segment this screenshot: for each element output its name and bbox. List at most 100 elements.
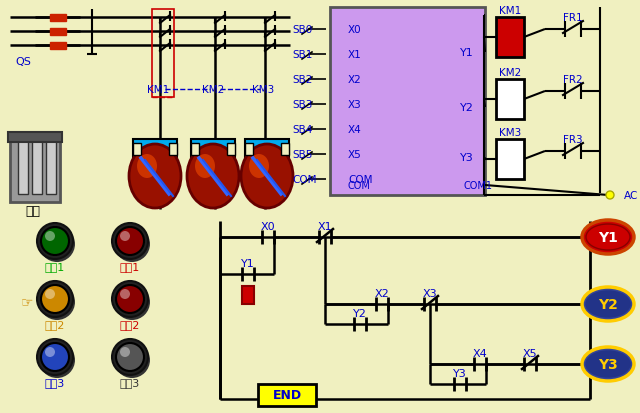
Text: 启动3: 启动3 [45, 377, 65, 387]
Text: X5: X5 [348, 150, 362, 159]
Text: SB2: SB2 [292, 75, 312, 85]
Ellipse shape [120, 231, 130, 242]
Ellipse shape [39, 342, 75, 378]
Ellipse shape [249, 154, 269, 178]
Text: 停止2: 停止2 [120, 319, 140, 329]
Text: X3: X3 [422, 288, 437, 298]
Bar [191, 140, 235, 159]
Text: Y3: Y3 [453, 368, 467, 378]
Text: KM2: KM2 [499, 68, 521, 78]
Ellipse shape [45, 231, 55, 242]
Bar [18, 140, 28, 195]
Ellipse shape [129, 145, 181, 209]
Ellipse shape [45, 347, 55, 357]
Ellipse shape [112, 223, 148, 259]
Text: X1: X1 [317, 221, 332, 231]
Text: X2: X2 [348, 75, 362, 85]
Ellipse shape [120, 289, 130, 299]
Text: Y1: Y1 [598, 230, 618, 244]
Bar [8, 133, 62, 142]
Bar [191, 144, 199, 156]
Bar [32, 140, 42, 195]
Bar [10, 135, 60, 202]
Ellipse shape [582, 347, 634, 381]
Bar [49, 28, 65, 36]
Ellipse shape [586, 351, 630, 377]
Text: KM3: KM3 [499, 128, 521, 138]
Text: KM3: KM3 [252, 85, 274, 95]
Ellipse shape [112, 339, 148, 375]
Text: FR3: FR3 [563, 135, 583, 145]
Text: X3: X3 [348, 100, 362, 110]
Ellipse shape [45, 289, 55, 299]
Text: X1: X1 [348, 50, 362, 60]
Text: SB0: SB0 [292, 25, 312, 35]
Text: SB1: SB1 [292, 50, 312, 60]
Ellipse shape [187, 145, 239, 209]
Text: Y3: Y3 [460, 153, 474, 163]
Ellipse shape [41, 228, 69, 255]
Ellipse shape [241, 145, 293, 209]
Ellipse shape [39, 226, 75, 262]
Bar [496, 18, 524, 58]
Ellipse shape [116, 228, 144, 255]
Ellipse shape [112, 281, 148, 317]
Ellipse shape [137, 154, 157, 178]
Bar [242, 286, 254, 304]
Bar [496, 80, 524, 120]
Bar [496, 140, 524, 180]
Ellipse shape [114, 226, 150, 262]
Ellipse shape [114, 284, 150, 320]
Ellipse shape [582, 287, 634, 321]
Bar [281, 144, 289, 156]
Text: Y2: Y2 [353, 308, 367, 318]
Text: 电源: 电源 [25, 205, 40, 218]
Bar [46, 140, 56, 195]
Text: 停止1: 停止1 [120, 261, 140, 271]
Text: SB4: SB4 [292, 125, 312, 135]
Text: FR1: FR1 [563, 13, 583, 23]
Text: 停止3: 停止3 [120, 377, 140, 387]
Text: X0: X0 [348, 25, 362, 35]
Text: KM1: KM1 [499, 6, 521, 16]
Ellipse shape [37, 281, 73, 317]
Ellipse shape [37, 339, 73, 375]
Ellipse shape [37, 223, 73, 259]
Bar [169, 144, 177, 156]
Text: KM1: KM1 [147, 85, 169, 95]
Text: X2: X2 [374, 288, 389, 298]
Text: KM2: KM2 [202, 85, 224, 95]
Text: COM: COM [292, 175, 317, 185]
Text: Y1: Y1 [460, 48, 474, 58]
Ellipse shape [606, 192, 614, 199]
Bar [133, 140, 177, 159]
Bar [245, 144, 253, 156]
Text: SB5: SB5 [292, 150, 312, 159]
Text: X0: X0 [260, 221, 275, 231]
Text: COM1: COM1 [463, 180, 492, 190]
Text: X4: X4 [348, 125, 362, 135]
Ellipse shape [41, 285, 69, 313]
Text: AC: AC [624, 190, 638, 201]
Bar [49, 14, 65, 21]
Text: FR2: FR2 [563, 75, 583, 85]
Ellipse shape [586, 224, 630, 250]
Text: X4: X4 [472, 348, 488, 358]
Ellipse shape [582, 221, 634, 254]
Ellipse shape [120, 347, 130, 357]
Ellipse shape [114, 342, 150, 378]
Bar [133, 144, 141, 156]
Text: Y3: Y3 [598, 357, 618, 371]
Bar [49, 43, 65, 50]
Text: QS: QS [15, 57, 31, 67]
Bar [227, 144, 235, 156]
Ellipse shape [39, 284, 75, 320]
Text: COM: COM [348, 180, 371, 190]
Ellipse shape [195, 154, 215, 178]
Text: Y2: Y2 [460, 103, 474, 113]
Text: 启动1: 启动1 [45, 261, 65, 271]
Text: COM: COM [348, 175, 372, 185]
Ellipse shape [116, 343, 144, 371]
Text: Y1: Y1 [241, 259, 255, 268]
Ellipse shape [586, 291, 630, 317]
